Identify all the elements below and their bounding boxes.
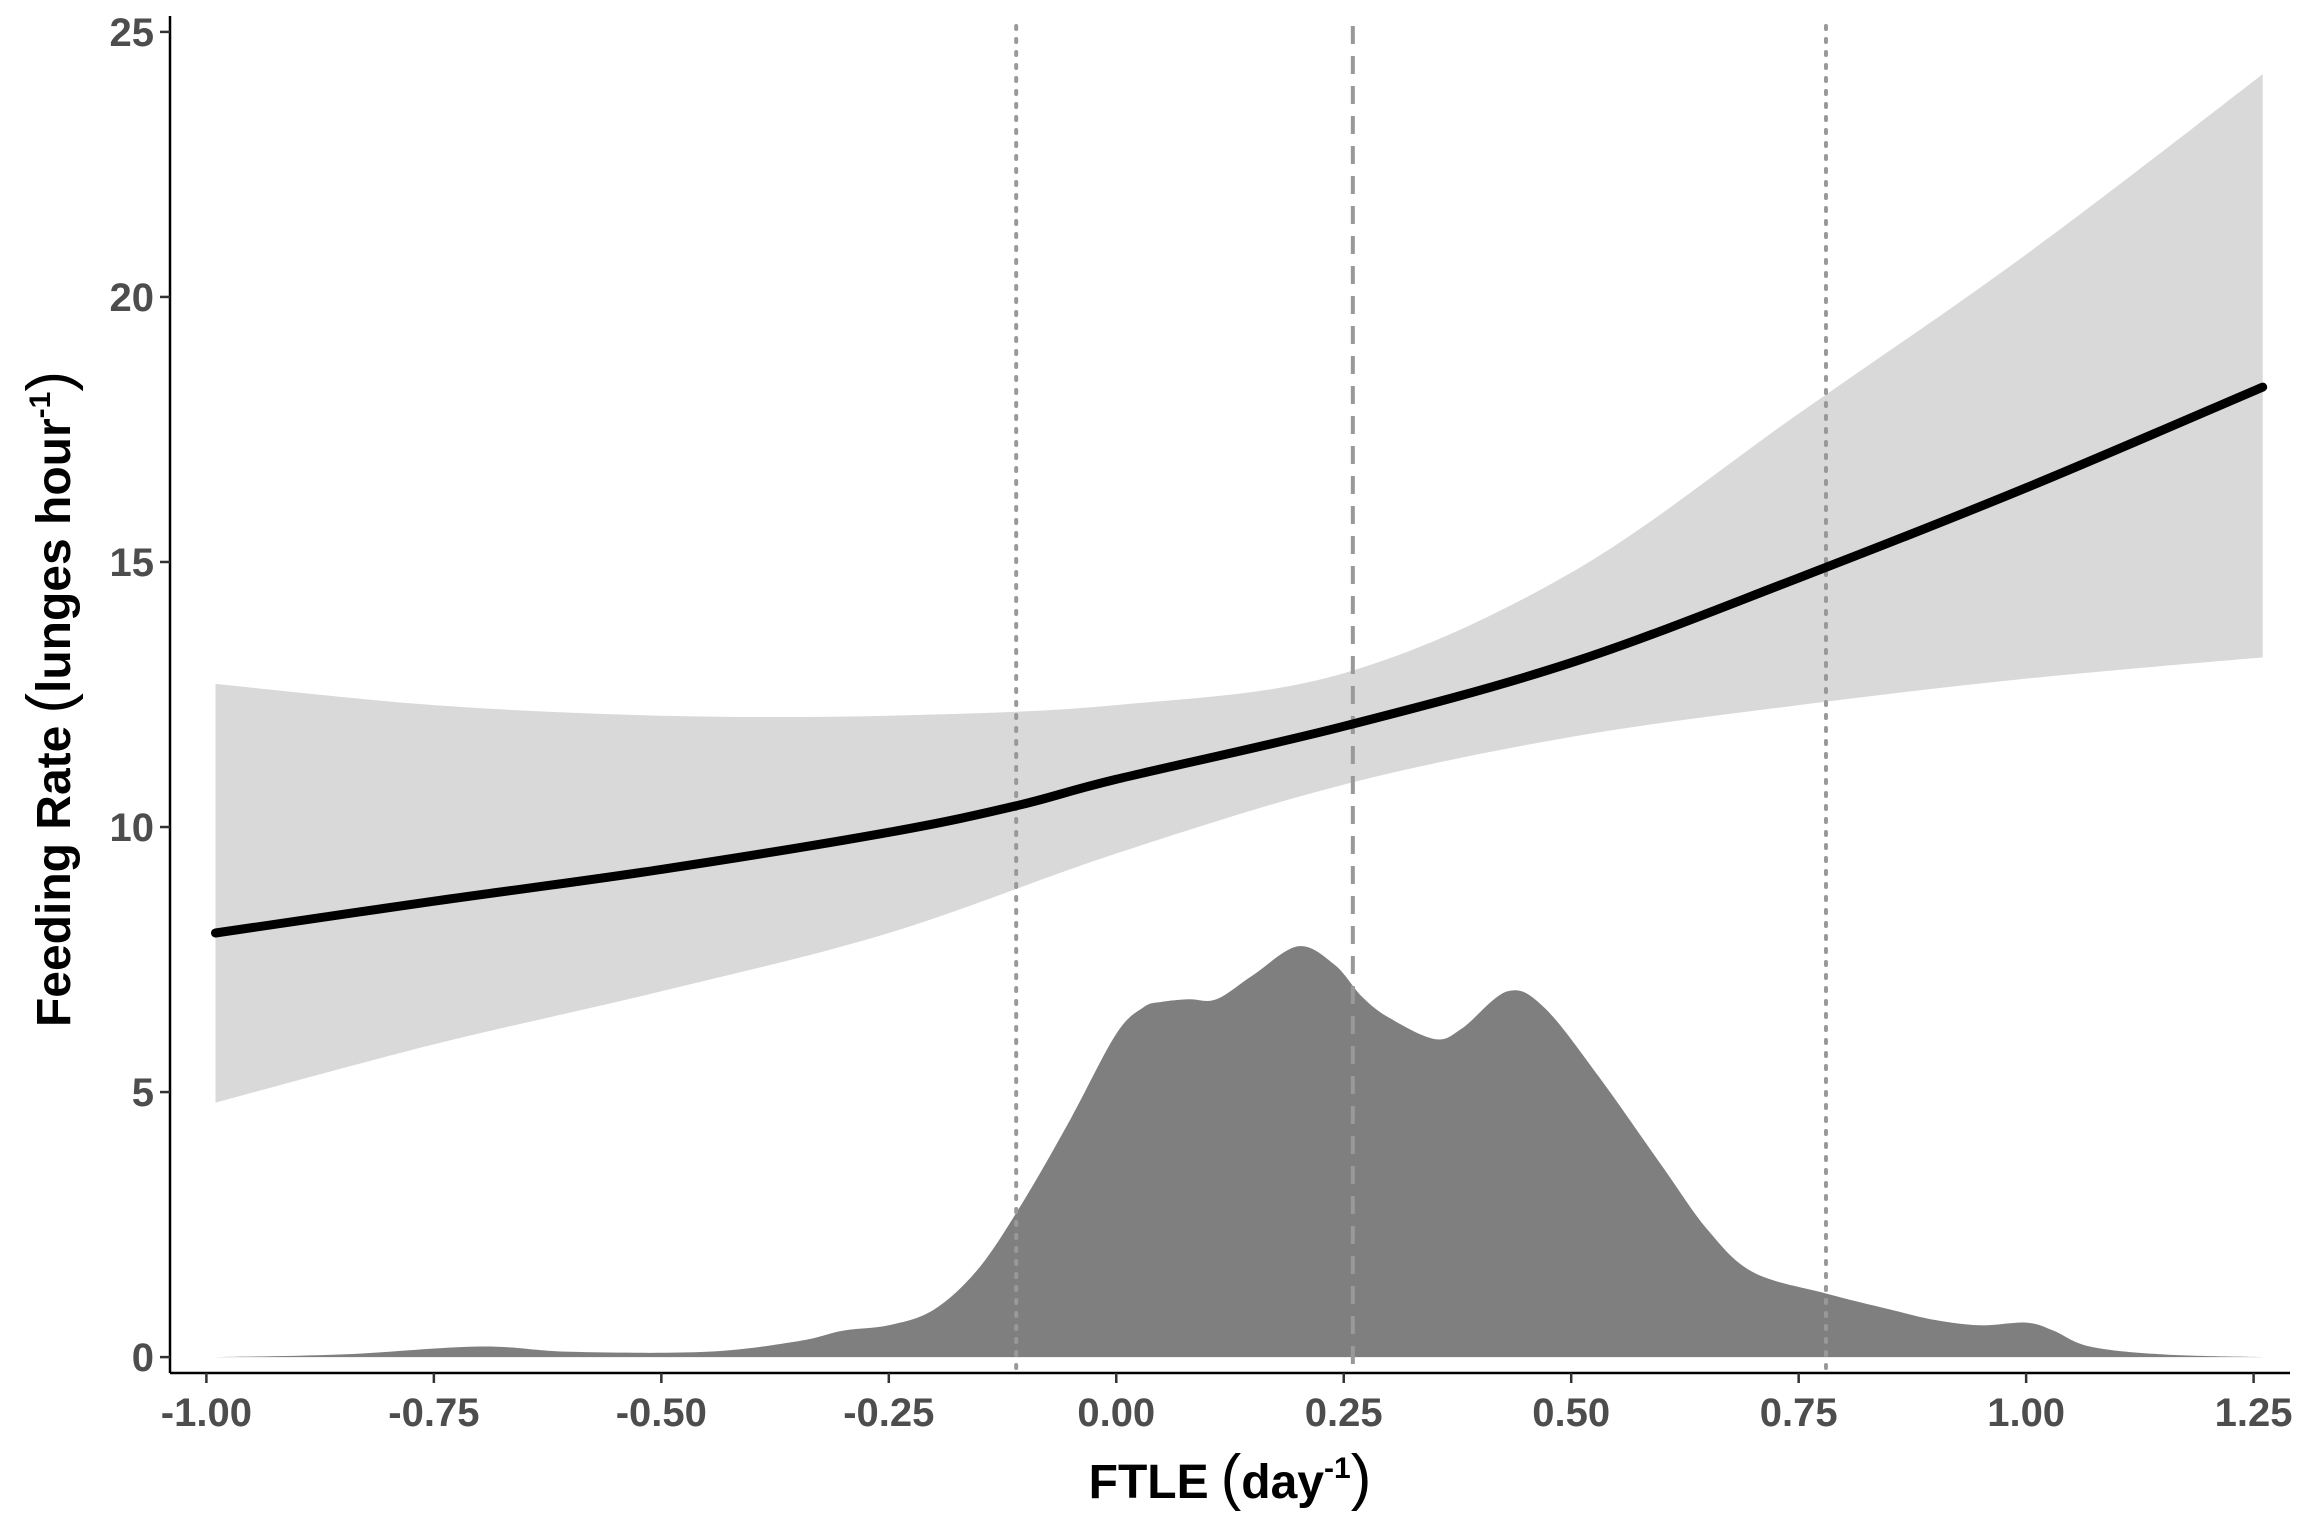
x-tick-label: 0.50 — [1532, 1391, 1610, 1435]
x-axis-title-main: FTLE — [1089, 1456, 1209, 1509]
y-axis-title-main: Feeding Rate — [28, 726, 81, 1027]
y-axis-title-close-paren: ) — [15, 371, 84, 392]
y-axis-title: Feeding Rate (lunges hour-1) — [15, 371, 84, 1027]
x-tick-label: 1.00 — [1987, 1391, 2065, 1435]
x-axis-title-unit: day — [1241, 1456, 1324, 1509]
y-tick-label: 5 — [132, 1071, 154, 1115]
y-axis-title-open-paren: ( — [15, 693, 84, 714]
x-tick-label: -0.50 — [616, 1391, 707, 1435]
x-tick-label: 1.25 — [2215, 1391, 2293, 1435]
confidence-band — [215, 74, 2263, 1103]
plot-area — [211, 24, 2268, 1375]
fit-line — [211, 382, 2268, 938]
density-area — [215, 946, 2263, 1358]
y-tick-label: 20 — [110, 276, 155, 320]
y-axis-title-exponent: -1 — [24, 392, 57, 419]
x-axis-title: FTLE (day-1) — [1089, 1443, 1372, 1512]
y-tick-label: 0 — [132, 1336, 154, 1380]
y-tick-label: 10 — [110, 806, 155, 850]
x-tick-label: -0.75 — [388, 1391, 479, 1435]
y-tick-label: 25 — [110, 11, 155, 55]
y-axis-title-unit: lunges hour — [28, 418, 81, 693]
x-tick-label: 0.25 — [1305, 1391, 1383, 1435]
x-axis-title-open-paren: ( — [1221, 1443, 1242, 1512]
x-tick-label: -0.25 — [843, 1391, 934, 1435]
x-axis-title-close-paren: ) — [1351, 1443, 1372, 1512]
axes: -1.00 -0.75 -0.50 -0.25 0.00 0.25 0.50 0.75 1.00… — [110, 11, 2293, 1435]
x-axis-title-exponent: -1 — [1324, 1452, 1351, 1485]
y-tick-label: 15 — [110, 541, 155, 585]
x-tick-label: 0.00 — [1077, 1391, 1155, 1435]
x-tick-label: 0.75 — [1760, 1391, 1838, 1435]
x-tick-label: -1.00 — [161, 1391, 252, 1435]
